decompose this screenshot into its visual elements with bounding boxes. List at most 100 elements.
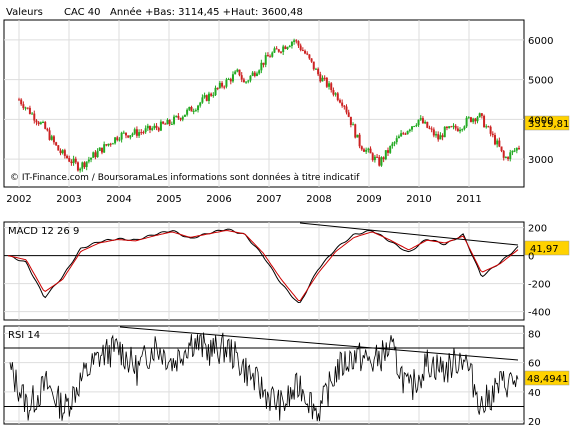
price-candle-body bbox=[26, 107, 29, 109]
price-candle-body bbox=[382, 157, 385, 160]
price-candle-body bbox=[389, 146, 392, 153]
price-candle-body bbox=[328, 83, 331, 87]
price-candle-body bbox=[192, 110, 195, 112]
price-candle-body bbox=[290, 41, 293, 46]
price-candle-body bbox=[22, 104, 25, 109]
price-candle-body bbox=[37, 122, 40, 125]
price-x-ticks: 2002 2003 2004 2005 2006 2007 2008 2009 2010 2011 bbox=[6, 194, 481, 205]
price-candle-body bbox=[129, 135, 132, 138]
header-valeurs-label[interactable]: Valeurs bbox=[6, 7, 43, 18]
price-candle-body bbox=[467, 117, 470, 119]
price-candle-body bbox=[518, 147, 520, 149]
price-x-tick-label: 2004 bbox=[106, 194, 131, 205]
price-candle-body bbox=[212, 95, 215, 97]
price-candle-body bbox=[122, 132, 125, 134]
price-candle-body bbox=[332, 90, 335, 95]
price-candle-body bbox=[430, 128, 433, 130]
price-candle-body bbox=[334, 93, 337, 95]
price-x-tick-label: 2002 bbox=[6, 194, 31, 205]
price-candle-body bbox=[157, 127, 160, 131]
price-candle-body bbox=[255, 73, 258, 76]
price-candle-body bbox=[70, 161, 73, 164]
price-candle-body bbox=[386, 150, 389, 153]
price-candle-body bbox=[79, 168, 82, 171]
price-candle-body bbox=[240, 75, 243, 80]
macd-y-tick-label: -200 bbox=[528, 280, 551, 291]
price-candle-body bbox=[109, 143, 112, 145]
price-candle-body bbox=[92, 152, 95, 158]
price-candle-body bbox=[44, 122, 47, 129]
price-y-tick-label: 4000 bbox=[528, 115, 553, 126]
price-candle-body bbox=[138, 132, 141, 136]
price-candle-body bbox=[218, 82, 221, 88]
price-candle-body bbox=[411, 126, 414, 130]
rsi-panel-label: RSI 14 bbox=[8, 330, 40, 341]
price-candle-body bbox=[365, 149, 368, 152]
price-candle-body bbox=[354, 124, 357, 138]
price-candle-body bbox=[105, 144, 108, 146]
price-candle-body bbox=[31, 113, 34, 115]
price-candle-body bbox=[345, 106, 348, 113]
price-candle-body bbox=[28, 107, 31, 114]
price-candle-body bbox=[502, 151, 505, 158]
price-candle-body bbox=[140, 132, 143, 134]
price-x-tick-label: 2005 bbox=[156, 194, 181, 205]
price-candle-body bbox=[308, 54, 311, 59]
price-candle-body bbox=[441, 135, 444, 138]
price-candle-body bbox=[362, 149, 365, 152]
price-candle-body bbox=[380, 157, 383, 166]
price-candle-body bbox=[406, 131, 409, 135]
price-candle-body bbox=[247, 80, 250, 82]
price-candle-body bbox=[465, 117, 468, 127]
rsi-y-ticks: 80 60 40 20 bbox=[528, 329, 541, 428]
price-candle-body bbox=[61, 150, 64, 154]
price-candle-body bbox=[201, 97, 204, 103]
price-series bbox=[18, 38, 520, 173]
price-candle-body bbox=[179, 118, 182, 120]
price-candle-body bbox=[131, 133, 134, 136]
price-candle-body bbox=[282, 46, 285, 53]
price-candle-body bbox=[310, 58, 313, 62]
price-candle-body bbox=[463, 126, 466, 130]
price-candle-body bbox=[251, 72, 254, 76]
price-candle-body bbox=[39, 122, 42, 125]
price-candle-body bbox=[461, 129, 464, 131]
price-candle-body bbox=[319, 74, 322, 82]
price-candle-body bbox=[280, 51, 283, 53]
price-candle-body bbox=[181, 116, 184, 120]
price-candle-body bbox=[18, 99, 20, 101]
price-candle-body bbox=[238, 69, 241, 76]
price-candle-body bbox=[231, 74, 234, 82]
price-candle-body bbox=[275, 48, 278, 50]
price-x-tick-label: 2010 bbox=[406, 194, 431, 205]
price-candle-body bbox=[513, 150, 516, 152]
price-candle-body bbox=[63, 150, 66, 156]
rsi-y-tick-label: 40 bbox=[528, 388, 541, 399]
price-candle-body bbox=[242, 79, 245, 83]
price-candle-body bbox=[413, 126, 416, 128]
price-candle-body bbox=[437, 134, 440, 140]
price-candle-body bbox=[66, 155, 69, 159]
price-candle-body bbox=[83, 162, 86, 168]
price-y-tick-label: 3000 bbox=[528, 155, 553, 166]
price-candle-body bbox=[480, 113, 483, 116]
price-candle-body bbox=[489, 126, 492, 134]
price-candle-body bbox=[142, 132, 145, 134]
price-candle-body bbox=[42, 122, 45, 124]
price-candle-body bbox=[360, 146, 363, 150]
price-candle-body bbox=[439, 135, 442, 140]
price-candle-body bbox=[373, 156, 376, 161]
price-candle-body bbox=[20, 99, 23, 105]
price-candle-body bbox=[151, 128, 154, 130]
price-candle-body bbox=[498, 140, 501, 147]
price-candle-body bbox=[214, 87, 217, 96]
price-candle-body bbox=[456, 128, 459, 132]
price-candle-body bbox=[454, 125, 457, 129]
macd-y-tick-label: -400 bbox=[528, 308, 551, 319]
price-candle-body bbox=[227, 78, 230, 80]
price-candle-body bbox=[432, 129, 435, 136]
price-candle-body bbox=[395, 138, 398, 143]
price-candle-body bbox=[336, 93, 339, 101]
macd-panel-label: MACD 12 26 9 bbox=[8, 226, 79, 237]
price-candle-body bbox=[297, 41, 300, 46]
